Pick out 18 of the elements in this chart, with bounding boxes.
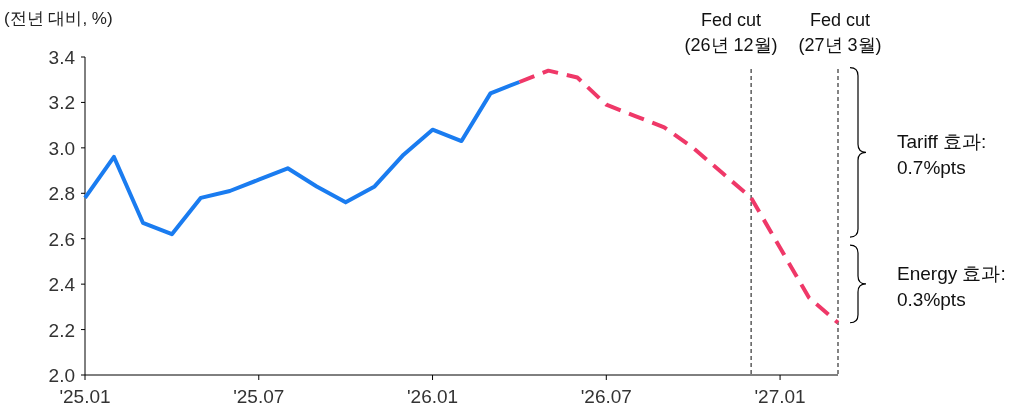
xtick: '26.07 xyxy=(580,386,632,407)
xtick: '25.01 xyxy=(59,386,111,407)
ytick: 3.2 xyxy=(48,92,75,114)
ref-label: Fed cut (27년 3월) xyxy=(798,10,882,55)
ytick: 3.4 xyxy=(48,47,75,68)
xtick: '26.01 xyxy=(406,386,459,407)
annotation: Tariff 효과: 0.7%pts xyxy=(897,131,987,179)
ylabel: (전년 대비, %) xyxy=(4,9,113,28)
xtick: '27.01 xyxy=(754,386,806,407)
ytick: 2.6 xyxy=(48,228,75,250)
xtick: '25.07 xyxy=(233,386,285,407)
ytick: 3.0 xyxy=(48,137,75,159)
ytick: 2.4 xyxy=(48,274,75,296)
ytick: 2.8 xyxy=(48,183,75,205)
ytick: 2.0 xyxy=(48,365,75,386)
annotation: Energy 효과: 0.3%pts xyxy=(897,262,1006,310)
ytick: 2.2 xyxy=(48,319,75,341)
ref-label: Fed cut (26년 12월) xyxy=(684,10,778,55)
